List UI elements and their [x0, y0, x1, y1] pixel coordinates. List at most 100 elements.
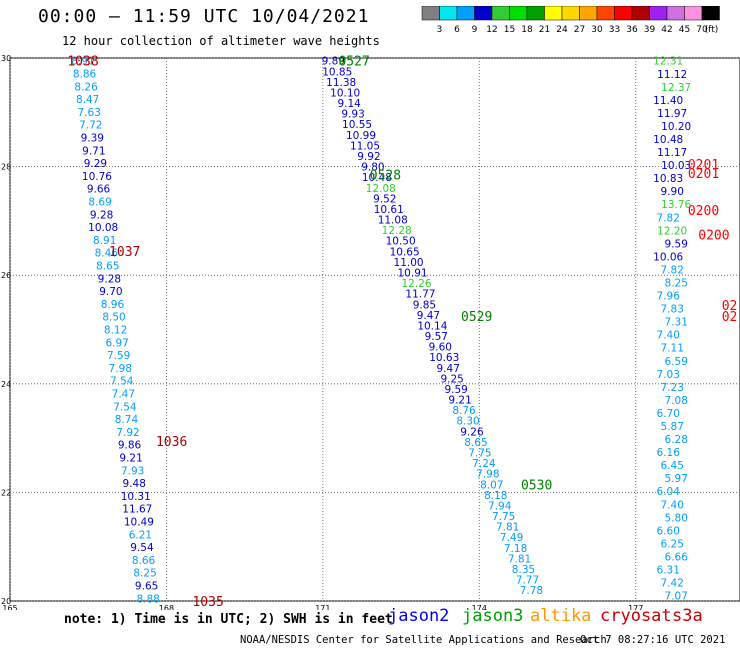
color-scale-legend: 3 6 9 12 15 18 21 24 27 30 33 36 39 42 45 70(ft): [421, 6, 720, 35]
wave-height-value: 13.76: [661, 199, 691, 211]
color-swatch: [421, 6, 440, 21]
wave-height-value: 7.82: [661, 264, 684, 276]
pass-time-label: 1036: [156, 435, 187, 450]
wave-height-value: 8.12: [104, 325, 127, 337]
wave-height-value: 5.97: [665, 473, 688, 485]
lon-tick-label: 165: [2, 604, 17, 610]
wave-height-value: 11.77: [405, 289, 435, 301]
pass-time-label: 02: [722, 310, 738, 325]
pass-time-label: 1035: [192, 595, 223, 610]
wave-height-value: 8.47: [76, 94, 99, 106]
wave-height-value: 8.88: [136, 593, 159, 605]
wave-height-value: 12.08: [366, 183, 396, 195]
wave-height-value: 7.98: [476, 469, 499, 481]
color-scale-tick-label: 9: [472, 25, 478, 35]
wave-height-value: 9.14: [337, 98, 361, 110]
wave-height-value: 12.20: [657, 225, 687, 237]
color-scale-tick-label: 3: [437, 25, 443, 35]
wave-height-value: 6.70: [657, 408, 680, 420]
wave-height-value: 7.82: [657, 212, 680, 224]
wave-height-value: 7.75: [492, 511, 515, 523]
wave-height-value: 8.26: [74, 81, 98, 93]
wave-height-value: 7.08: [665, 395, 688, 407]
wave-height-value: 8.07: [480, 479, 503, 491]
pass-time-label: 1038: [67, 55, 98, 70]
wave-height-value: 11.05: [350, 140, 380, 152]
wave-height-value: 6.45: [661, 460, 684, 472]
pass-time-label: 0528: [370, 169, 401, 184]
satellite-label-jason3: jason3: [462, 606, 524, 626]
wave-height-value: 9.70: [99, 286, 122, 298]
wave-height-value: 9.85: [413, 299, 436, 311]
color-scale-tick-label: 12: [486, 25, 497, 35]
wave-height-value: 12.37: [661, 82, 691, 94]
wave-height-value: 6.28: [665, 434, 688, 446]
color-scale-tick-label: 39: [644, 25, 656, 35]
color-scale-tick-label: 36: [626, 25, 638, 35]
lon-tick-label: 171: [315, 604, 330, 610]
wave-height-value: 7.63: [78, 107, 101, 119]
wave-height-value: 8.46: [95, 248, 119, 260]
wave-height-value: 8.76: [452, 405, 476, 417]
wave-height-value: 7.11: [661, 343, 684, 355]
satellite-label-cryosat: cryosat: [600, 606, 672, 626]
wave-height-value: 7.54: [113, 401, 137, 413]
wave-height-value: 10.03: [661, 160, 691, 172]
wave-height-value: 10.55: [342, 119, 372, 131]
lon-tick-label: 177: [628, 604, 643, 610]
color-scale-tick-label: 70: [696, 25, 708, 35]
satellite-label-s3a: s3a: [672, 606, 703, 626]
page-subtitle: 12 hour collection of altimeter wave hei…: [62, 34, 380, 48]
wave-height-value: 11.00: [394, 257, 424, 269]
wave-height-value: 9.52: [373, 193, 396, 205]
wave-height-value: 11.67: [122, 504, 152, 516]
wave-height-value: 11.17: [657, 147, 687, 159]
wave-height-value: 9.80: [361, 162, 384, 174]
wave-height-value: 10.91: [398, 267, 428, 279]
color-swatch: [649, 6, 668, 21]
wave-height-value: 6.97: [105, 337, 128, 349]
lat-tick-label: 26: [1, 271, 11, 280]
color-swatch: [579, 6, 598, 21]
wave-height-value: 7.81: [496, 522, 519, 534]
pass-time-label: 0200: [688, 204, 719, 219]
wave-height-value: 10.48: [653, 134, 683, 146]
wave-height-value: 8.65: [96, 261, 119, 273]
color-scale-tick-label: 6: [454, 25, 460, 35]
wave-height-value: 8.25: [665, 277, 688, 289]
color-swatch: [509, 6, 528, 21]
wave-height-value: 6.21: [129, 529, 152, 541]
wave-height-value: 11.08: [378, 215, 408, 227]
credit-text: NOAA/NESDIS Center for Satellite Applica…: [240, 634, 607, 646]
wave-height-value: 9.89: [322, 56, 345, 68]
wave-height-value: 8.50: [102, 312, 125, 324]
color-swatch: [631, 6, 650, 21]
color-scale-tick-label: 27: [574, 25, 585, 35]
color-swatch: [439, 6, 458, 21]
wave-height-value: 9.26: [460, 426, 484, 438]
wave-height-value: 7.54: [110, 376, 134, 388]
wave-height-value: 9.39: [81, 133, 104, 145]
color-swatch: [666, 6, 685, 21]
wave-height-value: 11.97: [657, 108, 687, 120]
wave-height-value: 10.85: [322, 66, 352, 78]
color-swatch: [544, 6, 563, 21]
wave-height-value: 7.92: [116, 427, 139, 439]
lat-tick-label: 28: [1, 163, 11, 172]
pass-time-label: 0200: [698, 228, 729, 243]
wave-height-value: 7.31: [665, 317, 688, 329]
wave-height-value: 8.74: [115, 414, 139, 426]
wave-height-value: 9.93: [341, 109, 364, 121]
wave-height-value: 6.59: [665, 356, 688, 368]
color-swatch: [684, 6, 703, 21]
track-s3a: 12.3111.1212.3711.4011.9710.2010.4811.17…: [653, 56, 737, 603]
pass-time-label: 0529: [461, 310, 492, 325]
wave-height-value: 8.91: [71, 56, 94, 68]
wave-height-value: 8.65: [464, 437, 487, 449]
pass-time-label: 02: [722, 299, 738, 314]
satellite-label-altika: altika: [530, 606, 592, 626]
wave-height-value: 6.25: [661, 538, 684, 550]
wave-height-value: 6.66: [665, 551, 689, 563]
lat-tick-label: 30: [1, 54, 11, 63]
